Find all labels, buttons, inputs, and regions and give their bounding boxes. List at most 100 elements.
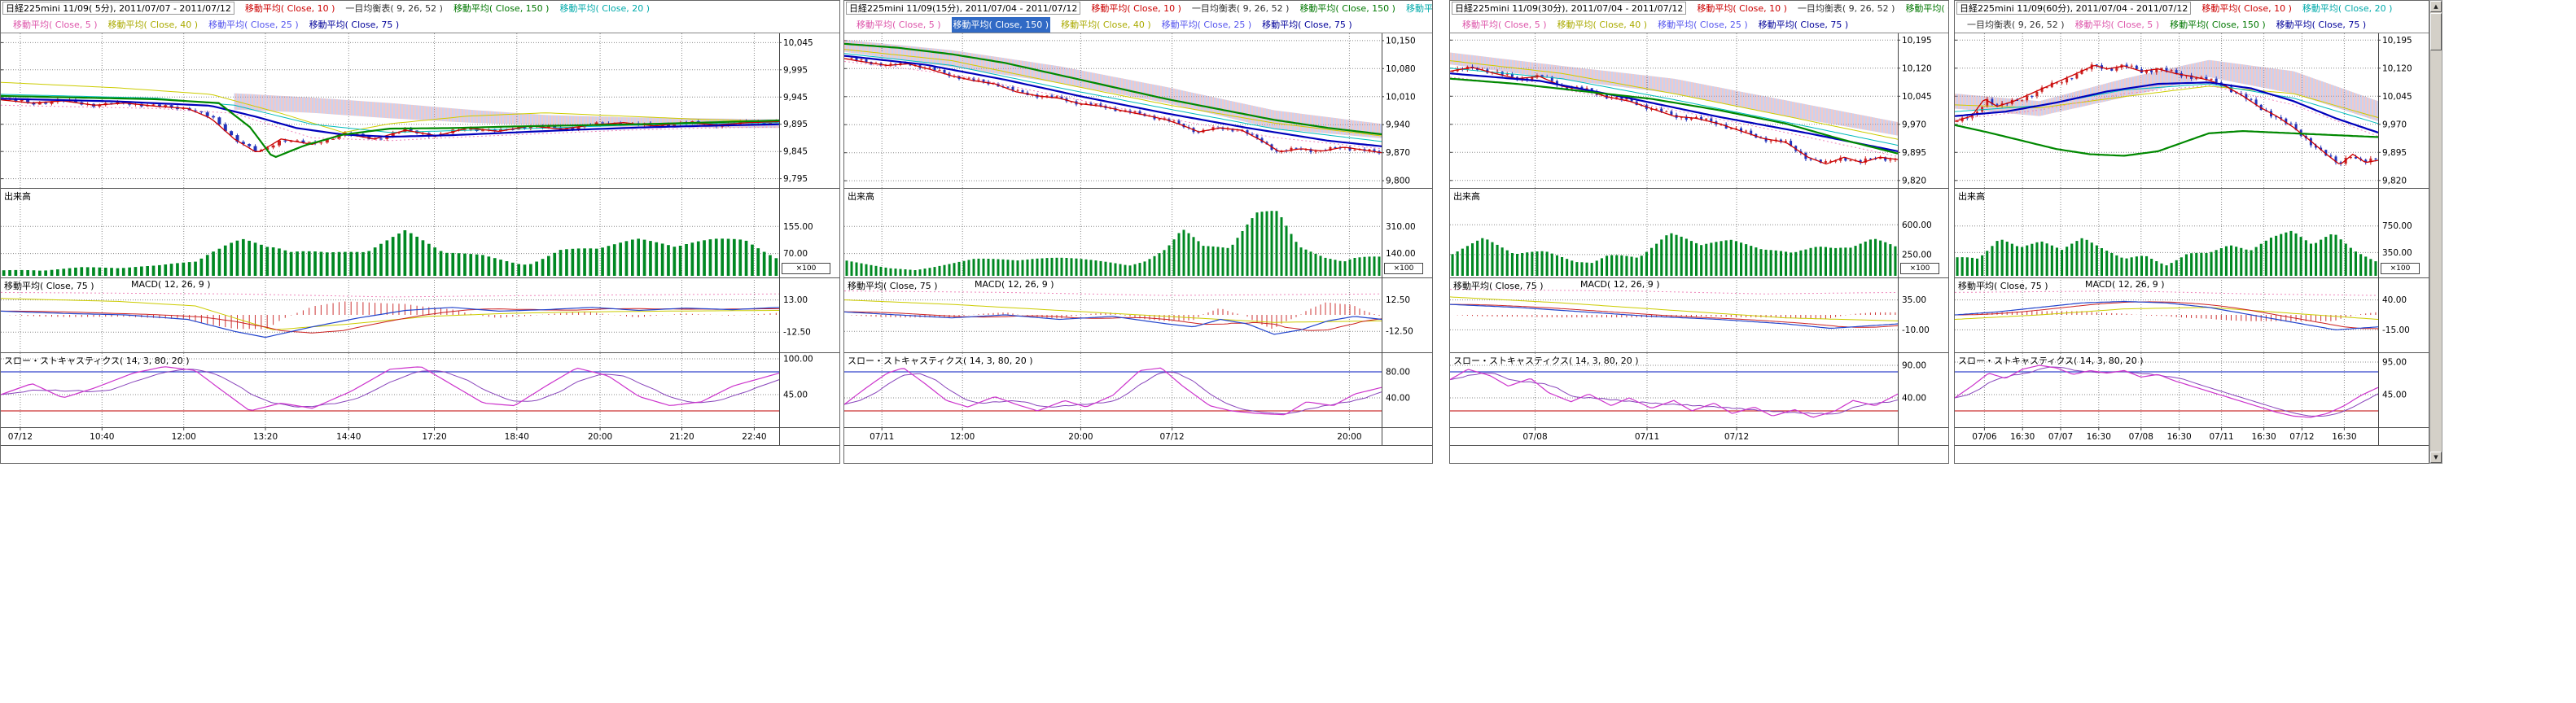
indicator-label[interactable]: 一目均衡表( 9, 26, 52 ) bbox=[345, 3, 443, 14]
indicator-label[interactable]: 移動平均( Close, 10 ) bbox=[1697, 3, 1787, 14]
price-axis-label: 10,195 bbox=[1902, 36, 1932, 46]
indicator-label[interactable]: 一目均衡表( 9, 26, 52 ) bbox=[1797, 3, 1895, 14]
indicator-label[interactable]: 移動平均( Close, 5 ) bbox=[1462, 20, 1547, 30]
scroll-up-button[interactable]: ▲ bbox=[2430, 1, 2442, 12]
overlay-ma-line bbox=[844, 49, 1382, 137]
time-axis-label: 16:30 bbox=[2166, 432, 2191, 442]
time-axis-label: 16:30 bbox=[2332, 432, 2356, 442]
indicator-label[interactable]: 移動平均( Close, 5 ) bbox=[13, 20, 98, 30]
ichimoku-cloud bbox=[234, 93, 779, 129]
stoch-axis-label: 40.00 bbox=[1902, 394, 1926, 404]
time-axis-label: 12:00 bbox=[950, 432, 975, 442]
time-axis-label: 21:20 bbox=[669, 432, 694, 442]
stoch-d-line bbox=[844, 371, 1382, 415]
panel-body: 07/12 10:40 12:00 13:20 14:40 17:20 18:40 20:00… bbox=[1, 33, 839, 463]
overlay-ma-line bbox=[1450, 60, 1899, 140]
macd-aux-line bbox=[1, 291, 780, 298]
volume-axis-label: 70.00 bbox=[783, 249, 808, 259]
chart-plot[interactable]: 07/11 12:00 20:00 07/12 20:00 10,150 10,080 10,… bbox=[844, 33, 1432, 465]
macd-axis-label: 12.50 bbox=[1386, 295, 1410, 305]
stoch-k-line bbox=[1450, 369, 1899, 418]
header-row-2: 移動平均( Close, 5 ) 移動平均( Close, 40 ) 移動平均( C… bbox=[1450, 17, 1948, 33]
header-row-1: 日経225mini 11/09(15分), 2011/07/04 - 2011/… bbox=[844, 1, 1432, 17]
instrument-title: 日経225mini 11/09(60分), 2011/07/04 - 2011/… bbox=[1956, 2, 2192, 15]
time-axis-label: 17:20 bbox=[422, 432, 446, 442]
instrument-title: 日経225mini 11/09(30分), 2011/07/04 - 2011/… bbox=[1452, 2, 1687, 15]
time-axis-label: 18:40 bbox=[505, 432, 529, 442]
price-axis-label: 9,800 bbox=[1386, 177, 1410, 186]
indicator-label[interactable]: 移動平均( Close, 75 ) bbox=[1262, 20, 1352, 30]
ichimoku-cloud bbox=[844, 39, 1382, 138]
scroll-down-button[interactable]: ▼ bbox=[2430, 452, 2442, 463]
macd-aux-line bbox=[1955, 290, 2379, 296]
chart-plot[interactable]: 07/06 16:30 07/07 16:30 07/08 16:30 07/11 16:30… bbox=[1955, 33, 2429, 465]
macd-signal-line bbox=[1450, 303, 1899, 328]
macd-axis-label: -10.00 bbox=[1902, 325, 1930, 335]
ma-indicator-label: 移動平均( Close, 75 ) bbox=[4, 281, 94, 291]
time-axis-label: 07/11 bbox=[870, 432, 894, 442]
time-axis-label: 16:30 bbox=[2251, 432, 2276, 442]
chart-plot[interactable]: 07/08 07/11 07/12 10,195 10,120 10,045 9,970 9,… bbox=[1450, 33, 1948, 465]
indicator-label[interactable]: 移動平均( Close, 25 ) bbox=[1658, 20, 1748, 30]
indicator-label[interactable]: 移動平均( Close, 75 ) bbox=[2276, 20, 2367, 30]
instrument-title: 日経225mini 11/09(15分), 2011/07/04 - 2011/… bbox=[846, 2, 1081, 15]
macd-axis-label: -12.50 bbox=[1386, 327, 1413, 337]
price-axis-label: 9,845 bbox=[783, 147, 808, 157]
volume-section-label: 出来高 bbox=[4, 191, 31, 202]
volume-axis-label: 155.00 bbox=[783, 222, 813, 232]
ma-150-line bbox=[1955, 124, 2379, 157]
volume-section-label: 出来高 bbox=[1958, 191, 1985, 202]
indicator-label[interactable]: 移動平均( Close, 20 ) bbox=[559, 3, 651, 14]
macd-indicator-label: MACD( 12, 26, 9 ) bbox=[2085, 279, 2165, 290]
indicator-label[interactable]: 移動平均( Close, 150 ) bbox=[1299, 3, 1395, 14]
indicator-label[interactable]: 移動平均( Close, 5 ) bbox=[856, 20, 941, 30]
price-axis-label: 10,045 bbox=[2382, 92, 2412, 102]
volume-bars bbox=[845, 211, 1381, 276]
window-scrollbar[interactable]: ▲ ▼ bbox=[2429, 0, 2442, 464]
scroll-thumb[interactable] bbox=[2430, 13, 2442, 50]
stoch-axis-label: 80.00 bbox=[1386, 368, 1410, 378]
price-axis-label: 10,120 bbox=[2382, 63, 2412, 73]
stochastics-indicator-label: スロー・ストキャスティクス( 14, 3, 80, 20 ) bbox=[1958, 356, 2144, 366]
indicator-label[interactable]: 移動平均( Close, 40 ) bbox=[1557, 20, 1648, 30]
indicator-label[interactable]: 移動平均( Close, 150 ) bbox=[1905, 3, 1948, 14]
stoch-axis-label: 45.00 bbox=[783, 391, 808, 400]
indicator-label[interactable]: 移動平均( Close, 10 ) bbox=[1091, 3, 1181, 14]
indicator-label[interactable]: 移動平均( Close, 10 ) bbox=[2201, 3, 2292, 14]
indicator-label[interactable]: 移動平均( Close, 40 ) bbox=[1061, 20, 1151, 30]
indicator-label[interactable]: 移動平均( Close, 150 ) bbox=[951, 17, 1051, 33]
indicator-label[interactable]: 移動平均( Close, 5 ) bbox=[2074, 20, 2160, 30]
overlay-ma-line bbox=[1955, 83, 2379, 124]
overlay-ma-line bbox=[1450, 76, 1899, 157]
chart-plot[interactable]: 07/12 10:40 12:00 13:20 14:40 17:20 18:40 20:00… bbox=[1, 33, 839, 465]
macd-yellow-line bbox=[1450, 296, 1899, 321]
macd-yellow-line bbox=[1955, 307, 2379, 320]
volume-axis-label: 600.00 bbox=[1902, 221, 1932, 230]
volume-bars bbox=[2, 230, 778, 276]
stoch-axis-label: 95.00 bbox=[2382, 358, 2407, 368]
indicator-label[interactable]: 移動平均( Close, 150 ) bbox=[453, 3, 550, 14]
chart-panel-60min: 日経225mini 11/09(60分), 2011/07/04 - 2011/… bbox=[1954, 0, 2429, 464]
stoch-axis-label: 100.00 bbox=[783, 355, 813, 365]
time-axis-label: 14:40 bbox=[336, 432, 361, 442]
macd-section bbox=[1, 291, 780, 338]
time-axis-label: 22:40 bbox=[742, 432, 766, 442]
indicator-label[interactable]: 移動平均( Close, 75 ) bbox=[1758, 20, 1849, 30]
instrument-title: 日経225mini 11/09( 5分), 2011/07/07 - 2011/… bbox=[2, 2, 234, 15]
indicator-label[interactable]: 移動平均( Close, 150 ) bbox=[2170, 20, 2266, 30]
indicator-label[interactable]: 一目均衡表( 9, 26, 52 ) bbox=[1967, 20, 2065, 30]
macd-signal-line bbox=[1, 308, 779, 334]
price-axis-label: 9,870 bbox=[1386, 148, 1410, 158]
indicator-label[interactable]: 移動平均( Close, 20 ) bbox=[2302, 3, 2393, 14]
indicator-label[interactable]: 移動平均( Close, 75 ) bbox=[309, 20, 400, 30]
indicator-label[interactable]: 移動平均( Close, 20 ) bbox=[1405, 3, 1432, 14]
indicator-label[interactable]: 移動平均( Close, 25 ) bbox=[1161, 20, 1252, 30]
indicator-label[interactable]: 移動平均( Close, 25 ) bbox=[208, 20, 299, 30]
indicator-label[interactable]: 移動平均( Close, 10 ) bbox=[244, 3, 335, 14]
overlay-ma-line bbox=[1955, 85, 2379, 137]
price-axis-label: 10,045 bbox=[1902, 92, 1932, 102]
indicator-label[interactable]: 一目均衡表( 9, 26, 52 ) bbox=[1191, 3, 1290, 14]
time-axis-label: 10:40 bbox=[90, 432, 114, 442]
time-axis-label: 07/08 bbox=[1522, 432, 1547, 442]
indicator-label[interactable]: 移動平均( Close, 40 ) bbox=[107, 20, 199, 30]
